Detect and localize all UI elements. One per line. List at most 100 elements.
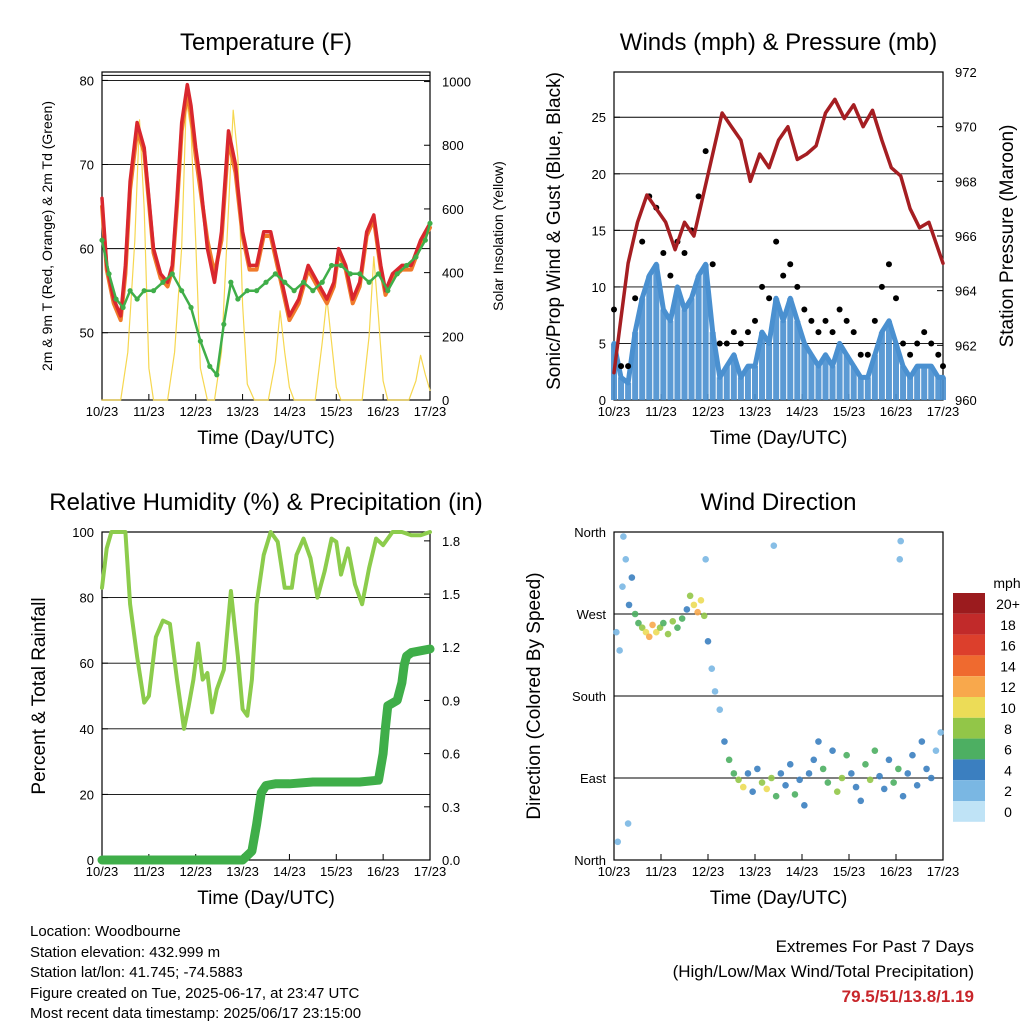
direction-point	[815, 738, 822, 745]
dewpoint-point	[366, 279, 372, 285]
wind_direction-x-tick-label: 11/23	[645, 864, 677, 879]
direction-point	[932, 747, 940, 754]
direction-point	[937, 729, 944, 736]
direction-point	[631, 610, 639, 618]
gust-point	[618, 363, 625, 370]
direction-point	[791, 791, 799, 798]
gust-point	[780, 272, 787, 279]
dewpoint-point	[254, 288, 260, 294]
legend-swatch	[953, 613, 985, 635]
figure-created: Figure created on Tue, 2025-06-17, at 23…	[30, 984, 360, 1002]
legend-label: 4	[1004, 762, 1012, 778]
dewpoint-point	[310, 288, 316, 294]
temperature-y-tick-label: 80	[80, 73, 94, 88]
humidity-y2-tick-label: 0.9	[442, 693, 460, 708]
extremes-value: 79.5/51/13.8/1.19	[841, 987, 974, 1006]
direction-point	[801, 802, 808, 809]
direction-point	[613, 628, 620, 636]
gust-point	[611, 306, 617, 313]
gust-point	[836, 306, 843, 313]
wind_direction-y-tick-label: East	[580, 771, 606, 786]
winds-x-tick-label: 12/23	[692, 404, 725, 419]
humidity-y2-tick-label: 1.2	[442, 640, 460, 655]
dewpoint-point	[113, 296, 119, 302]
legend-label: 6	[1004, 742, 1012, 758]
gust-point	[907, 351, 914, 358]
humidity-x-tick-label: 15/23	[320, 864, 353, 879]
humidity-x-tick-label: 11/23	[133, 864, 165, 879]
dewpoint-point	[413, 254, 419, 260]
dewpoint-point	[385, 288, 391, 294]
gust-point	[744, 329, 751, 336]
direction-point	[694, 608, 701, 616]
winds-ylabel: Sonic/Prop Wind & Gust (Blue, Black)	[544, 72, 565, 390]
humidity-title: Relative Humidity (%) & Precipitation (i…	[49, 489, 482, 516]
dewpoint-point	[329, 262, 335, 269]
dewpoint-point	[394, 271, 400, 277]
direction-point	[871, 747, 879, 754]
dewpoint-point	[99, 237, 105, 243]
gust-point	[935, 351, 942, 358]
gust-point	[709, 261, 716, 268]
gust-point	[794, 283, 801, 290]
gust-point	[632, 295, 639, 302]
direction-point	[683, 606, 691, 613]
gust-point	[667, 272, 674, 279]
direction-point	[735, 776, 742, 784]
winds-y2-tick-label: 962	[955, 338, 977, 353]
dewpoint-point	[427, 220, 433, 226]
gust-point	[716, 340, 723, 347]
extremes-subtitle: (High/Low/Max Wind/Total Precipitation)	[672, 962, 974, 981]
gust-point	[730, 329, 737, 336]
direction-point	[620, 533, 627, 540]
direction-point	[653, 628, 660, 636]
temperature-y2-tick-label: 0	[442, 393, 449, 408]
gust-point	[787, 261, 794, 268]
direction-point	[649, 621, 656, 629]
temperature-y-tick-label: 60	[80, 242, 94, 257]
wind_direction-x-tick-label: 10/23	[598, 864, 631, 879]
humidity-y-tick-label: 40	[80, 722, 94, 737]
gust-point	[864, 351, 871, 358]
humidity-x-tick-label: 16/23	[367, 864, 400, 879]
direction-point	[876, 772, 883, 780]
dewpoint-point	[160, 279, 166, 285]
temperature-y2-tick-label: 200	[442, 329, 464, 344]
direction-ylabel: Direction (Colored By Speed)	[524, 572, 545, 819]
dewpoint-point	[127, 288, 133, 294]
winds-y-tick-label: 5	[599, 336, 606, 351]
direction-point	[866, 776, 874, 784]
dewpoint-point	[197, 338, 203, 344]
gust-point	[822, 317, 829, 324]
dewpoint-point	[319, 279, 325, 285]
direction-point	[819, 765, 827, 773]
legend-label: 16	[1000, 638, 1016, 654]
dewpoint-point	[214, 372, 220, 378]
gust-point	[737, 340, 744, 347]
winds-x-tick-label: 13/23	[739, 404, 772, 419]
wind_direction-x-tick-label: 15/23	[833, 864, 866, 879]
temperature-y-tick-label: 70	[80, 158, 94, 173]
dewpoint-point	[263, 279, 269, 285]
direction-point	[862, 761, 869, 768]
winds-y-tick-label: 10	[592, 280, 606, 295]
direction-point	[857, 797, 865, 805]
gust-point	[660, 249, 667, 256]
gust-point	[702, 148, 709, 155]
direction-point	[770, 542, 778, 549]
legend-swatch	[953, 697, 985, 718]
extremes-panel: Extremes For Past 7 Days (High/Low/Max W…	[673, 934, 974, 1009]
direction-point	[918, 738, 926, 745]
dewpoint-point	[357, 271, 363, 277]
direction-point	[739, 783, 747, 791]
dewpoint-point	[169, 271, 175, 277]
legend-label: 12	[1000, 679, 1016, 695]
wind_direction-x-tick-label: 16/23	[880, 864, 913, 879]
humidity-x-tick-label: 10/23	[86, 864, 119, 879]
gust-point	[885, 261, 892, 268]
direction-point	[656, 624, 664, 631]
humidity-x-tick-label: 12/23	[179, 864, 212, 879]
station-location: Location: Woodbourne	[30, 923, 181, 940]
direction-point	[895, 765, 902, 773]
temperature-x-tick-label: 16/23	[367, 404, 400, 419]
